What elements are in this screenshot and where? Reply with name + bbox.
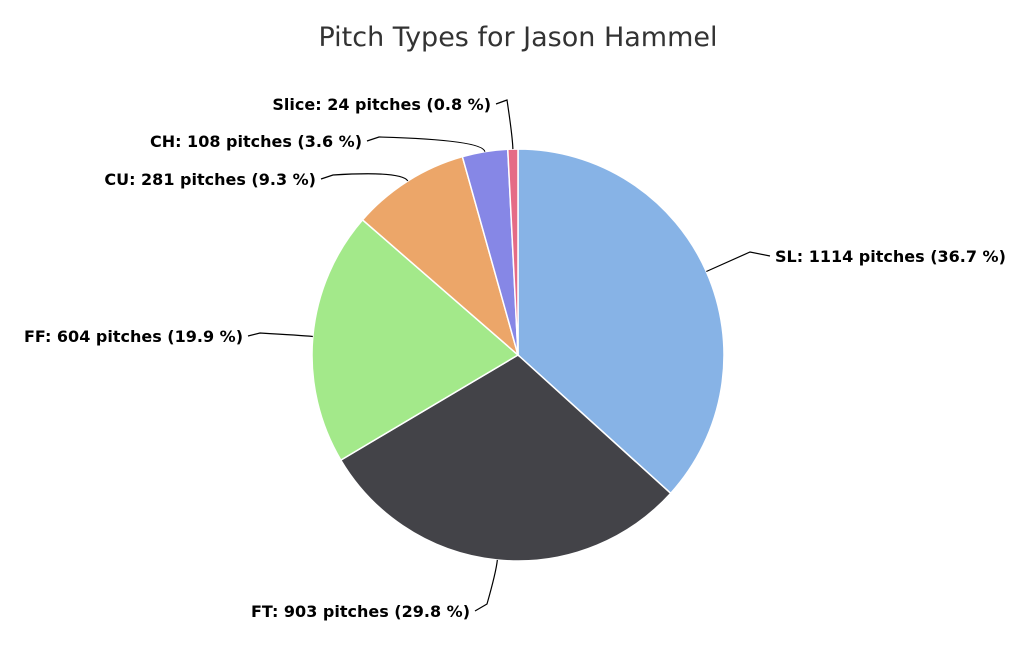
connector-ft [474,559,498,612]
pie-slice-ft[interactable] [339,354,672,562]
connector-cu [320,173,409,182]
pie-slices [311,148,725,562]
slice-label-ff: FF: 604 pitches (19.9 %) [24,327,243,346]
slice-label-sl: SL: 1114 pitches (36.7 %) [775,247,1006,266]
slice-label-cu: CU: 281 pitches (9.3 %) [104,170,316,189]
slice-label-slice: Slice: 24 pitches (0.8 %) [272,95,491,114]
pie-slice-ff[interactable] [311,218,520,462]
slice-label-ch: CH: 108 pitches (3.6 %) [150,132,362,151]
label-connectors [247,99,771,612]
connector-slice [495,99,514,150]
chart-title: Pitch Types for Jason Hammel [318,22,717,53]
slice-label-ft: FT: 903 pitches (29.8 %) [251,602,470,621]
slice-labels: SL: 1114 pitches (36.7 %) FT: 903 pitches… [24,95,1006,621]
pie-slice-cu[interactable] [361,155,520,358]
connector-sl [706,251,771,273]
connector-ch [366,136,486,152]
connector-ff [247,332,313,338]
pie-slice-sl[interactable] [517,148,725,495]
